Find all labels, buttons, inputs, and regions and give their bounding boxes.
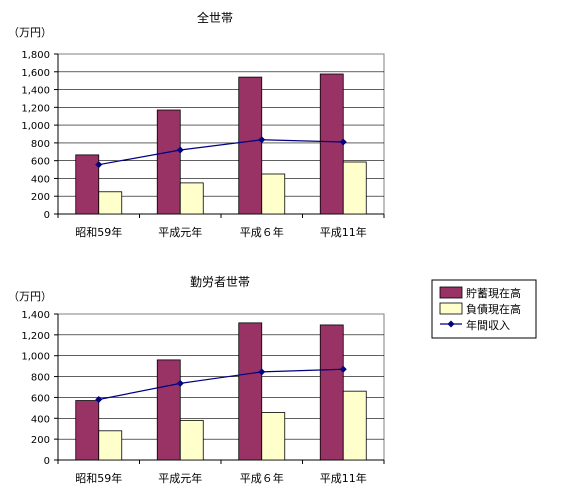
income-point — [176, 146, 184, 154]
bar-debt — [261, 173, 286, 215]
legend-item-savings: 貯蓄現在高 — [439, 286, 521, 300]
legend-label-savings: 貯蓄現在高 — [466, 286, 521, 300]
bar-savings — [319, 73, 344, 215]
x-tick-label: 昭和59年 — [75, 471, 122, 485]
chart-title: 全世帯 — [197, 10, 233, 25]
legend-swatch-debt — [439, 302, 463, 315]
legend-label-income: 年間収入 — [466, 318, 510, 332]
income-line — [98, 368, 344, 401]
x-tick-label: 平成11年 — [320, 471, 367, 485]
y-tick-label: 1,600 — [21, 68, 50, 79]
x-tick-label: 昭和59年 — [75, 225, 122, 239]
x-tick-label: 平成元年 — [158, 225, 202, 239]
legend: 貯蓄現在高 負債現在高 年間収入 — [431, 279, 537, 339]
bar-savings — [156, 359, 181, 461]
x-tick-label: 平成６年 — [240, 471, 284, 485]
x-tick-label: 平成６年 — [240, 225, 284, 239]
income-point — [258, 368, 266, 376]
bar-debt — [342, 390, 367, 461]
legend-item-debt: 負債現在高 — [439, 302, 521, 316]
income-point — [95, 161, 103, 169]
y-tick-label: 800 — [31, 139, 50, 150]
legend-item-income: 年間収入 — [440, 318, 510, 332]
y-tick-label: 1,800 — [21, 50, 50, 61]
bar-savings — [238, 322, 263, 461]
x-tick-label: 平成元年 — [158, 471, 202, 485]
y-tick-label: 0 — [44, 210, 50, 221]
y-tick-label: 600 — [31, 393, 50, 404]
y-tick-label: 400 — [31, 414, 50, 425]
bar-savings — [238, 76, 263, 215]
y-axis-unit-label: （万円） — [8, 26, 52, 39]
y-tick-label: 200 — [31, 435, 50, 446]
y-tick-label: 1,200 — [21, 331, 50, 342]
y-tick-label: 400 — [31, 174, 50, 185]
chart-all-households: 全世帯 （万円） 0 200 400 600 800 1,000 1,200 1,400 1,6… — [8, 10, 385, 239]
income-point — [258, 136, 266, 144]
legend-marker-income — [447, 320, 455, 328]
bar-debt — [342, 161, 367, 215]
bar-savings — [75, 400, 100, 461]
income-point — [95, 396, 103, 404]
y-tick-label: 1,400 — [21, 86, 50, 97]
legend-swatch-savings — [439, 286, 463, 299]
bar-debt — [179, 419, 204, 461]
y-tick-label: 0 — [44, 456, 50, 467]
y-tick-label: 200 — [31, 192, 50, 203]
income-point — [339, 365, 347, 373]
bar-savings — [319, 324, 344, 461]
bar-savings — [75, 154, 100, 215]
bar-savings — [156, 109, 181, 215]
x-tick-label: 平成11年 — [320, 225, 367, 239]
income-point — [339, 138, 347, 146]
chart-worker-households: 勤労者世帯 （万円） 0 200 400 600 800 1,000 1,200 1,400 昭… — [8, 275, 385, 485]
y-tick-label: 1,000 — [21, 352, 50, 363]
bar-debt — [98, 191, 123, 215]
income-point — [176, 379, 184, 387]
y-tick-label: 1,000 — [21, 121, 50, 132]
y-tick-label: 600 — [31, 157, 50, 168]
y-tick-label: 800 — [31, 373, 50, 384]
chart-title: 勤労者世帯 — [190, 275, 250, 289]
bar-debt — [179, 182, 204, 215]
bar-debt — [261, 412, 286, 461]
legend-label-debt: 負債現在高 — [466, 302, 521, 316]
bar-debt — [98, 430, 123, 461]
y-axis-unit-label: （万円） — [8, 290, 52, 303]
y-tick-label: 1,400 — [21, 310, 50, 321]
y-tick-label: 1,200 — [21, 103, 50, 114]
income-line — [98, 139, 344, 166]
